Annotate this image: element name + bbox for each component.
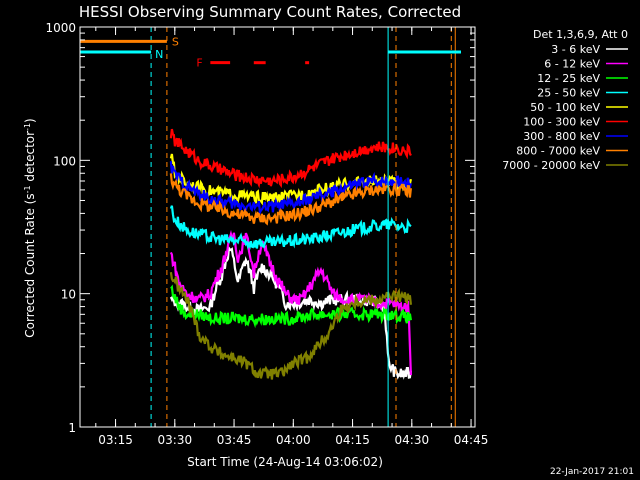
legend-label: 3 - 6 keV <box>551 43 600 56</box>
legend-label: 6 - 12 keV <box>544 58 600 71</box>
legend-label: 25 - 50 keV <box>537 87 600 100</box>
x-tick-label: 03:30 <box>158 433 193 447</box>
y-axis-ticks: 1 10 100 1000 <box>45 21 475 435</box>
y-tick-label: 100 <box>53 154 76 168</box>
series-line <box>169 205 412 250</box>
legend-label: 300 - 800 keV <box>523 130 600 143</box>
flag-label-n: N <box>155 48 163 61</box>
series-line <box>169 272 412 380</box>
series-layer <box>169 128 412 380</box>
overlay-layer: SN F <box>80 27 461 427</box>
flag-label-f: F <box>196 57 202 70</box>
x-tick-label: 04:45 <box>454 433 489 447</box>
series-line <box>169 153 412 206</box>
legend-label: 100 - 300 keV <box>523 116 600 129</box>
x-tick-label: 04:30 <box>395 433 430 447</box>
y-tick-label: 10 <box>61 288 76 302</box>
x-axis-label: Start Time (24-Aug-14 03:06:02) <box>187 455 383 469</box>
legend-label: 800 - 7000 keV <box>516 145 600 158</box>
timestamp: 22-Jan-2017 21:01 <box>550 467 634 477</box>
x-tick-label: 03:15 <box>98 433 133 447</box>
series-line <box>169 173 412 226</box>
flag-label-s: S <box>172 35 179 48</box>
legend: Det 1,3,6,9, Att 0 3 - 6 keV 6 - 12 keV12… <box>502 28 628 172</box>
series-line <box>169 161 412 217</box>
x-tick-label: 03:45 <box>217 433 252 447</box>
x-tick-label: 04:00 <box>276 433 311 447</box>
series-line <box>170 284 412 329</box>
chart-title: HESSI Observing Summary Count Rates, Cor… <box>79 3 461 21</box>
legend-label: 7000 - 20000 keV <box>502 159 600 172</box>
legend-label: 50 - 100 keV <box>530 101 600 114</box>
series-line <box>169 128 412 189</box>
legend-title: Det 1,3,6,9, Att 0 <box>533 28 628 41</box>
y-tick-label: 1 <box>68 421 76 435</box>
x-axis-ticks: 03:15 03:30 03:45 04:00 04:15 04:30 04:45 <box>95 27 489 447</box>
plot-frame <box>79 26 476 428</box>
legend-label: 12 - 25 keV <box>537 72 600 85</box>
y-tick-label: 1000 <box>45 21 76 35</box>
y-axis-label: Corrected Count Rate (s-1 detector-1) <box>23 118 38 337</box>
x-tick-label: 04:15 <box>335 433 370 447</box>
